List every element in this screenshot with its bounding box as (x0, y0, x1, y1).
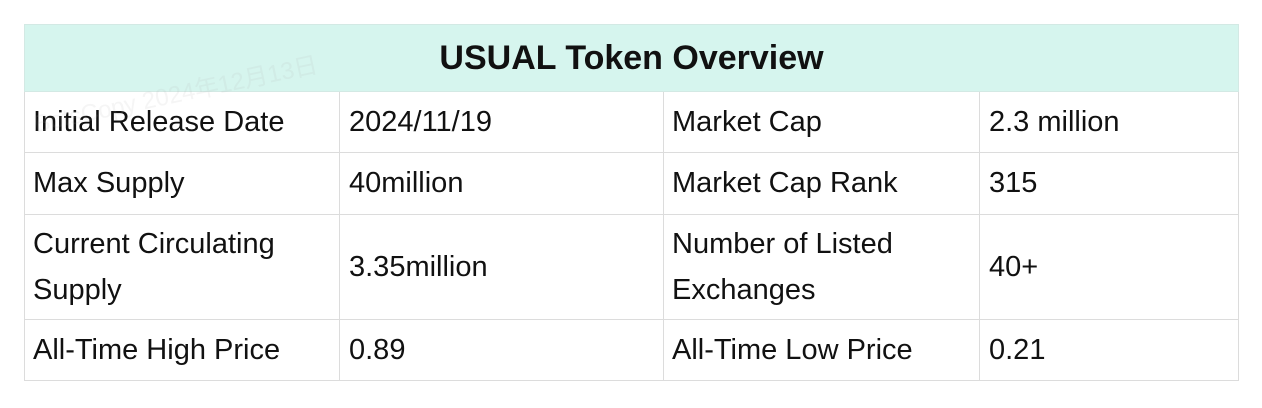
table-row: Current Circulating Supply 3.35million N… (24, 214, 1240, 320)
row-value-right: 0.21 (978, 319, 1240, 381)
row-label-left: Max Supply (24, 152, 340, 215)
row-label-left: Current Circulating Supply (24, 214, 340, 320)
table-row: Max Supply 40million Market Cap Rank 315 (24, 152, 1240, 215)
token-overview-table: USUAL Token Overview Initial Release Dat… (23, 24, 1240, 381)
row-value-left: 2024/11/19 (339, 91, 664, 153)
row-value-right: 315 (978, 152, 1240, 215)
table-row: Initial Release Date 2024/11/19 Market C… (24, 91, 1240, 153)
row-label-left: All-Time High Price (24, 319, 340, 381)
table-row: All-Time High Price 0.89 All-Time Low Pr… (24, 319, 1240, 381)
row-value-right: 2.3 million (978, 91, 1240, 153)
token-overview-container: USUAL Token Overview Initial Release Dat… (23, 24, 1240, 381)
row-label-right: All-Time Low Price (663, 319, 980, 381)
row-value-left: 40million (339, 152, 664, 215)
row-label-right: Number of Listed Exchanges (663, 214, 980, 320)
row-label-left: Initial Release Date (24, 91, 340, 153)
table-title: USUAL Token Overview (23, 24, 1240, 92)
row-value-left: 0.89 (339, 319, 664, 381)
row-label-right: Market Cap Rank (663, 152, 980, 215)
row-value-left: 3.35million (339, 214, 664, 320)
row-label-right: Market Cap (663, 91, 980, 153)
row-value-right: 40+ (978, 214, 1240, 320)
table-header-row: USUAL Token Overview (23, 24, 1240, 92)
